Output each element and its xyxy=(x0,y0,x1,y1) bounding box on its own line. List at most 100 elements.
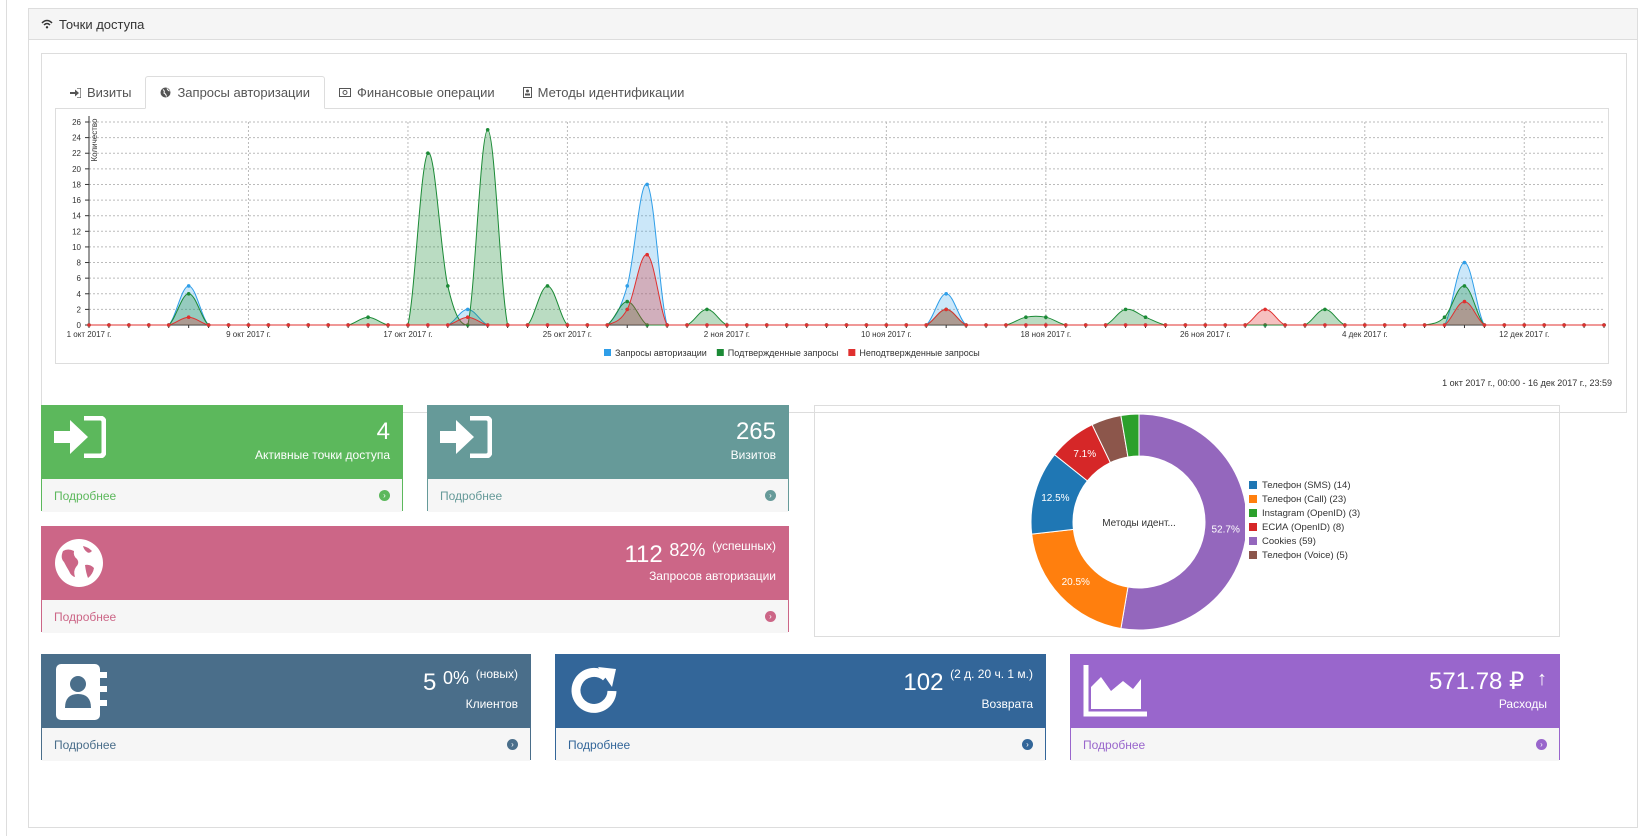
data-point[interactable] xyxy=(107,323,111,327)
data-point[interactable] xyxy=(1442,315,1447,319)
data-point[interactable] xyxy=(824,323,829,327)
data-point[interactable] xyxy=(625,284,630,288)
data-point[interactable] xyxy=(1582,323,1586,327)
data-point[interactable] xyxy=(1123,307,1128,312)
data-point[interactable] xyxy=(1303,323,1307,327)
data-point[interactable] xyxy=(465,315,470,319)
data-point[interactable] xyxy=(1422,323,1427,327)
data-point[interactable] xyxy=(1323,323,1327,327)
data-point[interactable] xyxy=(186,291,191,296)
data-point[interactable] xyxy=(226,323,231,327)
data-point[interactable] xyxy=(366,323,370,327)
data-point[interactable] xyxy=(645,182,649,187)
data-point[interactable] xyxy=(147,323,151,327)
data-point[interactable] xyxy=(386,323,390,327)
data-point[interactable] xyxy=(625,307,630,312)
data-point[interactable] xyxy=(1223,323,1228,327)
data-point[interactable] xyxy=(605,323,610,327)
data-point[interactable] xyxy=(1024,315,1028,319)
data-point[interactable] xyxy=(246,323,251,327)
data-point[interactable] xyxy=(186,315,191,319)
data-point[interactable] xyxy=(705,307,709,312)
data-point[interactable] xyxy=(1283,323,1287,327)
data-point[interactable] xyxy=(525,323,530,327)
data-point[interactable] xyxy=(306,323,311,327)
data-point[interactable] xyxy=(745,323,749,327)
data-point[interactable] xyxy=(1123,323,1128,327)
data-point[interactable] xyxy=(1263,323,1267,327)
data-point[interactable] xyxy=(1024,323,1028,327)
data-point[interactable] xyxy=(1163,323,1168,327)
data-point[interactable] xyxy=(127,323,131,327)
data-point[interactable] xyxy=(884,323,889,327)
legend-item[interactable]: Телефон (SMS) (14) xyxy=(1249,478,1360,492)
data-point[interactable] xyxy=(485,323,490,327)
data-point[interactable] xyxy=(1462,299,1467,304)
data-point[interactable] xyxy=(844,323,849,327)
legend-item[interactable]: Instagram (OpenID) (3) xyxy=(1249,506,1360,520)
legend-item[interactable]: Cookies (59) xyxy=(1249,534,1360,548)
data-point[interactable] xyxy=(685,323,689,327)
data-point[interactable] xyxy=(1502,323,1507,327)
data-point[interactable] xyxy=(1602,323,1606,327)
data-point[interactable] xyxy=(625,299,630,304)
legend-item[interactable]: Телефон (Voice) (5) xyxy=(1249,548,1360,562)
tile-more-link[interactable]: Подробнее › xyxy=(42,600,788,633)
data-point[interactable] xyxy=(465,307,470,312)
tab-finance[interactable]: Финансовые операции xyxy=(325,76,509,109)
data-point[interactable] xyxy=(585,323,590,327)
data-point[interactable] xyxy=(1542,323,1546,327)
data-point[interactable] xyxy=(1103,323,1108,327)
data-point[interactable] xyxy=(166,323,171,327)
donut-slice[interactable] xyxy=(1120,413,1140,458)
data-point[interactable] xyxy=(206,323,211,327)
data-point[interactable] xyxy=(87,323,91,327)
tab-visits[interactable]: Визиты xyxy=(56,76,145,109)
data-point[interactable] xyxy=(924,323,929,327)
data-point[interactable] xyxy=(505,323,510,327)
data-point[interactable] xyxy=(1562,323,1566,327)
data-point[interactable] xyxy=(1442,323,1447,327)
data-point[interactable] xyxy=(366,315,370,319)
data-point[interactable] xyxy=(426,323,430,327)
data-point[interactable] xyxy=(984,323,988,327)
data-point[interactable] xyxy=(944,307,948,312)
data-point[interactable] xyxy=(565,323,570,327)
tile-more-link[interactable]: Подробнее › xyxy=(42,728,530,761)
data-point[interactable] xyxy=(326,323,331,327)
tab-auth-requests[interactable]: Запросы авторизации xyxy=(145,76,326,109)
data-point[interactable] xyxy=(346,323,350,327)
data-point[interactable] xyxy=(864,323,869,327)
data-point[interactable] xyxy=(446,284,450,288)
data-point[interactable] xyxy=(1044,315,1048,319)
data-point[interactable] xyxy=(804,323,809,327)
data-point[interactable] xyxy=(465,323,470,327)
data-point[interactable] xyxy=(1382,323,1387,327)
legend-item[interactable]: ЕСИА (OpenID) (8) xyxy=(1249,520,1360,534)
data-point[interactable] xyxy=(485,128,490,132)
data-point[interactable] xyxy=(645,252,649,257)
tile-more-link[interactable]: Подробнее › xyxy=(428,479,788,512)
data-point[interactable] xyxy=(764,323,769,327)
data-point[interactable] xyxy=(705,323,709,327)
data-point[interactable] xyxy=(1362,323,1367,327)
data-point[interactable] xyxy=(1063,323,1068,327)
data-point[interactable] xyxy=(944,291,948,296)
data-point[interactable] xyxy=(1004,323,1008,327)
data-point[interactable] xyxy=(1462,284,1467,288)
data-point[interactable] xyxy=(665,323,669,327)
data-point[interactable] xyxy=(1323,307,1327,312)
donut-slice[interactable] xyxy=(1120,413,1248,631)
data-point[interactable] xyxy=(725,323,729,327)
data-point[interactable] xyxy=(1343,323,1347,327)
tile-more-link[interactable]: Подробнее › xyxy=(556,728,1045,761)
data-point[interactable] xyxy=(1183,323,1188,327)
data-point[interactable] xyxy=(286,323,291,327)
data-point[interactable] xyxy=(545,323,550,327)
data-point[interactable] xyxy=(1263,307,1267,312)
data-point[interactable] xyxy=(964,323,968,327)
data-point[interactable] xyxy=(904,323,909,327)
tile-more-link[interactable]: Подробнее › xyxy=(1071,728,1559,761)
data-point[interactable] xyxy=(1203,323,1208,327)
legend-item[interactable]: Телефон (Call) (23) xyxy=(1249,492,1360,506)
